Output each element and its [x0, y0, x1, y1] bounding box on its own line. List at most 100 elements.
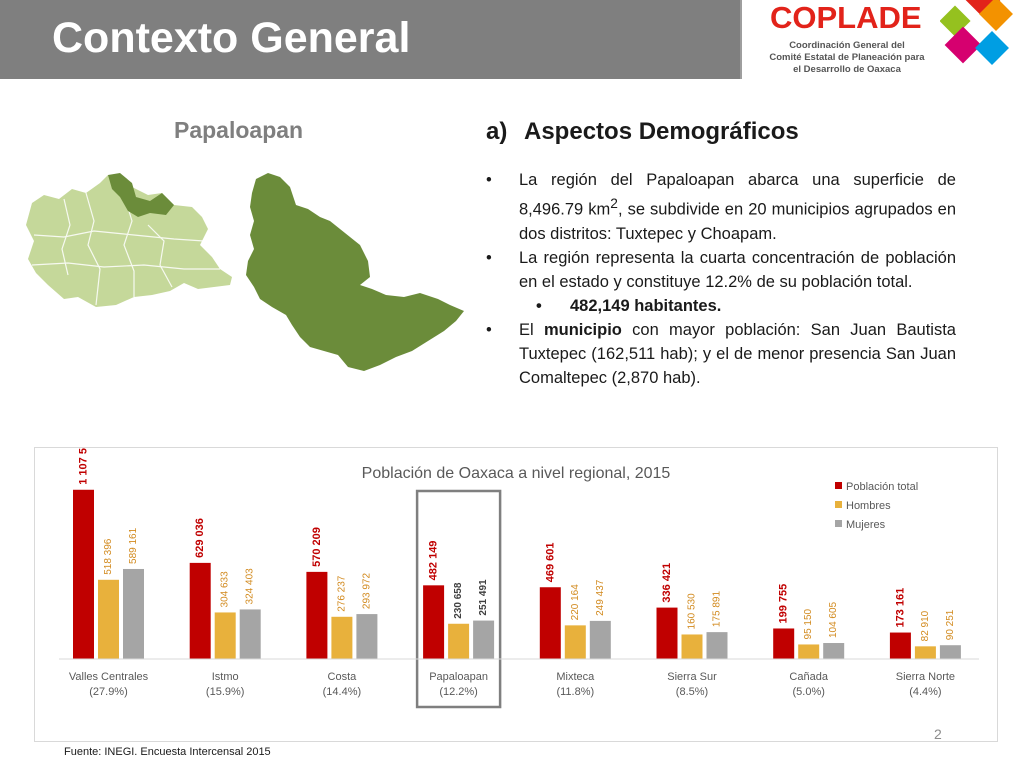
bullet-dot-icon: •: [486, 171, 492, 189]
data-label: 199 755: [778, 584, 790, 624]
category-label: Sierra Sur: [667, 671, 717, 683]
bar-women: [473, 620, 495, 659]
bar-women: [123, 568, 144, 659]
data-label: 629 036: [194, 518, 206, 558]
bar-women: [823, 643, 845, 659]
logo-subtitle-line: Coordinación General del: [789, 40, 905, 51]
bar-men: [564, 625, 586, 659]
data-label: 175 891: [712, 591, 723, 628]
bar-women: [356, 614, 378, 659]
category-label: Mixteca: [556, 671, 595, 683]
bar-total: [73, 489, 94, 659]
category-label: Istmo: [212, 671, 239, 683]
bar-total: [656, 607, 678, 659]
legend-swatch: [835, 520, 842, 527]
legend-swatch: [835, 482, 842, 489]
slide-title: Contexto General: [52, 14, 411, 62]
bar-women: [939, 645, 961, 659]
data-label: 82 910: [920, 610, 931, 641]
bar-total: [773, 628, 795, 659]
bullet-inhabitants: • 482,149 habitantes.: [486, 294, 956, 318]
bullet-municipality-pre: El: [519, 320, 544, 339]
logo-square-magenta: [944, 26, 982, 64]
logo-subtitle-line: el Desarrollo de Oaxaca: [793, 64, 901, 75]
category-label: Papaloapan: [429, 671, 488, 683]
logo-mark-icon: [940, 0, 1013, 65]
bullet-dot-icon: •: [536, 296, 542, 315]
municipal-borders: [31, 192, 220, 306]
bullet-population-share-text: La región representa la cuarta concentra…: [519, 248, 956, 291]
data-label: 251 491: [478, 579, 489, 616]
bar-total: [423, 585, 445, 659]
section-letter: a): [486, 118, 508, 145]
data-label: 589 161: [128, 527, 139, 564]
bar-women: [239, 609, 261, 659]
legend-label: Mujeres: [846, 519, 886, 531]
section-heading-text: Aspectos Demográficos: [524, 118, 799, 145]
data-label: 230 658: [453, 582, 464, 619]
bar-men: [98, 579, 119, 659]
bullet-surface: • La región del Papaloapan abarca una sup…: [486, 168, 956, 246]
bar-total: [189, 562, 211, 659]
legend-swatch: [835, 501, 842, 508]
data-label: 293 972: [361, 572, 372, 609]
legend-label: Población total: [846, 481, 918, 493]
category-label: Valles Centrales: [69, 671, 149, 683]
category-share-label: (12.2%): [439, 686, 478, 698]
region-maps: [26, 173, 464, 371]
data-label: 160 530: [687, 593, 698, 630]
papaloapan-region-map: [246, 173, 464, 371]
data-label: 1 107 557: [78, 448, 90, 485]
bullet-surface-rest: , se subdivide en 20 municipios agrupado…: [519, 200, 956, 243]
data-label: 95 150: [803, 608, 814, 639]
legend-label: Hombres: [846, 500, 891, 512]
logo-divider: [740, 0, 742, 79]
bar-men: [914, 646, 936, 659]
bar-total: [889, 632, 911, 659]
data-label: 482 149: [428, 541, 440, 581]
category-share-label: (4.4%): [909, 686, 941, 698]
category-share-label: (11.8%): [556, 686, 594, 698]
bullet-surface-sup: 2: [610, 196, 618, 211]
bullet-dot-icon: •: [486, 320, 492, 339]
data-label: 104 605: [828, 601, 839, 638]
oaxaca-state-map: [26, 175, 232, 307]
data-label: 518 396: [103, 538, 114, 575]
category-label: Cañada: [789, 671, 828, 683]
bar-women: [706, 632, 728, 659]
bullet-municipality-post: con mayor población: San Juan Bautista T…: [519, 320, 956, 387]
data-label: 173 161: [894, 588, 906, 628]
category-share-label: (27.9%): [89, 686, 128, 698]
region-title: Papaloapan: [174, 117, 304, 143]
data-label: 276 237: [336, 575, 347, 612]
data-label: 570 209: [311, 527, 323, 567]
data-label: 324 403: [245, 568, 256, 605]
category-share-label: (8.5%): [676, 686, 708, 698]
bar-men: [331, 616, 353, 659]
source-note: Fuente: INEGI. Encuesta Intercensal 2015: [64, 746, 271, 758]
data-label: 304 633: [220, 571, 231, 608]
data-label: 249 437: [595, 579, 606, 616]
category-label: Costa: [328, 671, 358, 683]
logo-square-blue: [975, 31, 1009, 65]
category-label: Sierra Norte: [896, 671, 955, 683]
header-bar: [0, 0, 742, 79]
logo-name: COPLADE: [770, 0, 922, 35]
demographics-bullet-list: • La región del Papaloapan abarca una sup…: [486, 168, 956, 390]
data-label: 469 601: [544, 542, 556, 582]
coplade-logo: [742, 0, 1024, 79]
chart-container: Población de Oaxaca a nivel regional, 20…: [34, 447, 998, 742]
papaloapan-highlight-small: [108, 173, 174, 217]
logo-subtitle-line: Comité Estatal de Planeación para: [769, 52, 925, 63]
bar-men: [214, 612, 236, 659]
data-label: 220 164: [570, 584, 581, 621]
bar-men: [448, 623, 470, 659]
category-share-label: (5.0%): [792, 686, 824, 698]
highlight-frame: [415, 489, 502, 709]
page-number: 2: [934, 726, 942, 742]
bar-total: [539, 587, 561, 659]
logo-subtitle: Coordinación General del Comité Estatal …: [758, 40, 936, 76]
bullet-municipality: • El municipio con mayor población: San J…: [486, 318, 956, 390]
bar-men: [681, 634, 703, 659]
bullet-municipality-bold: municipio: [543, 320, 622, 339]
